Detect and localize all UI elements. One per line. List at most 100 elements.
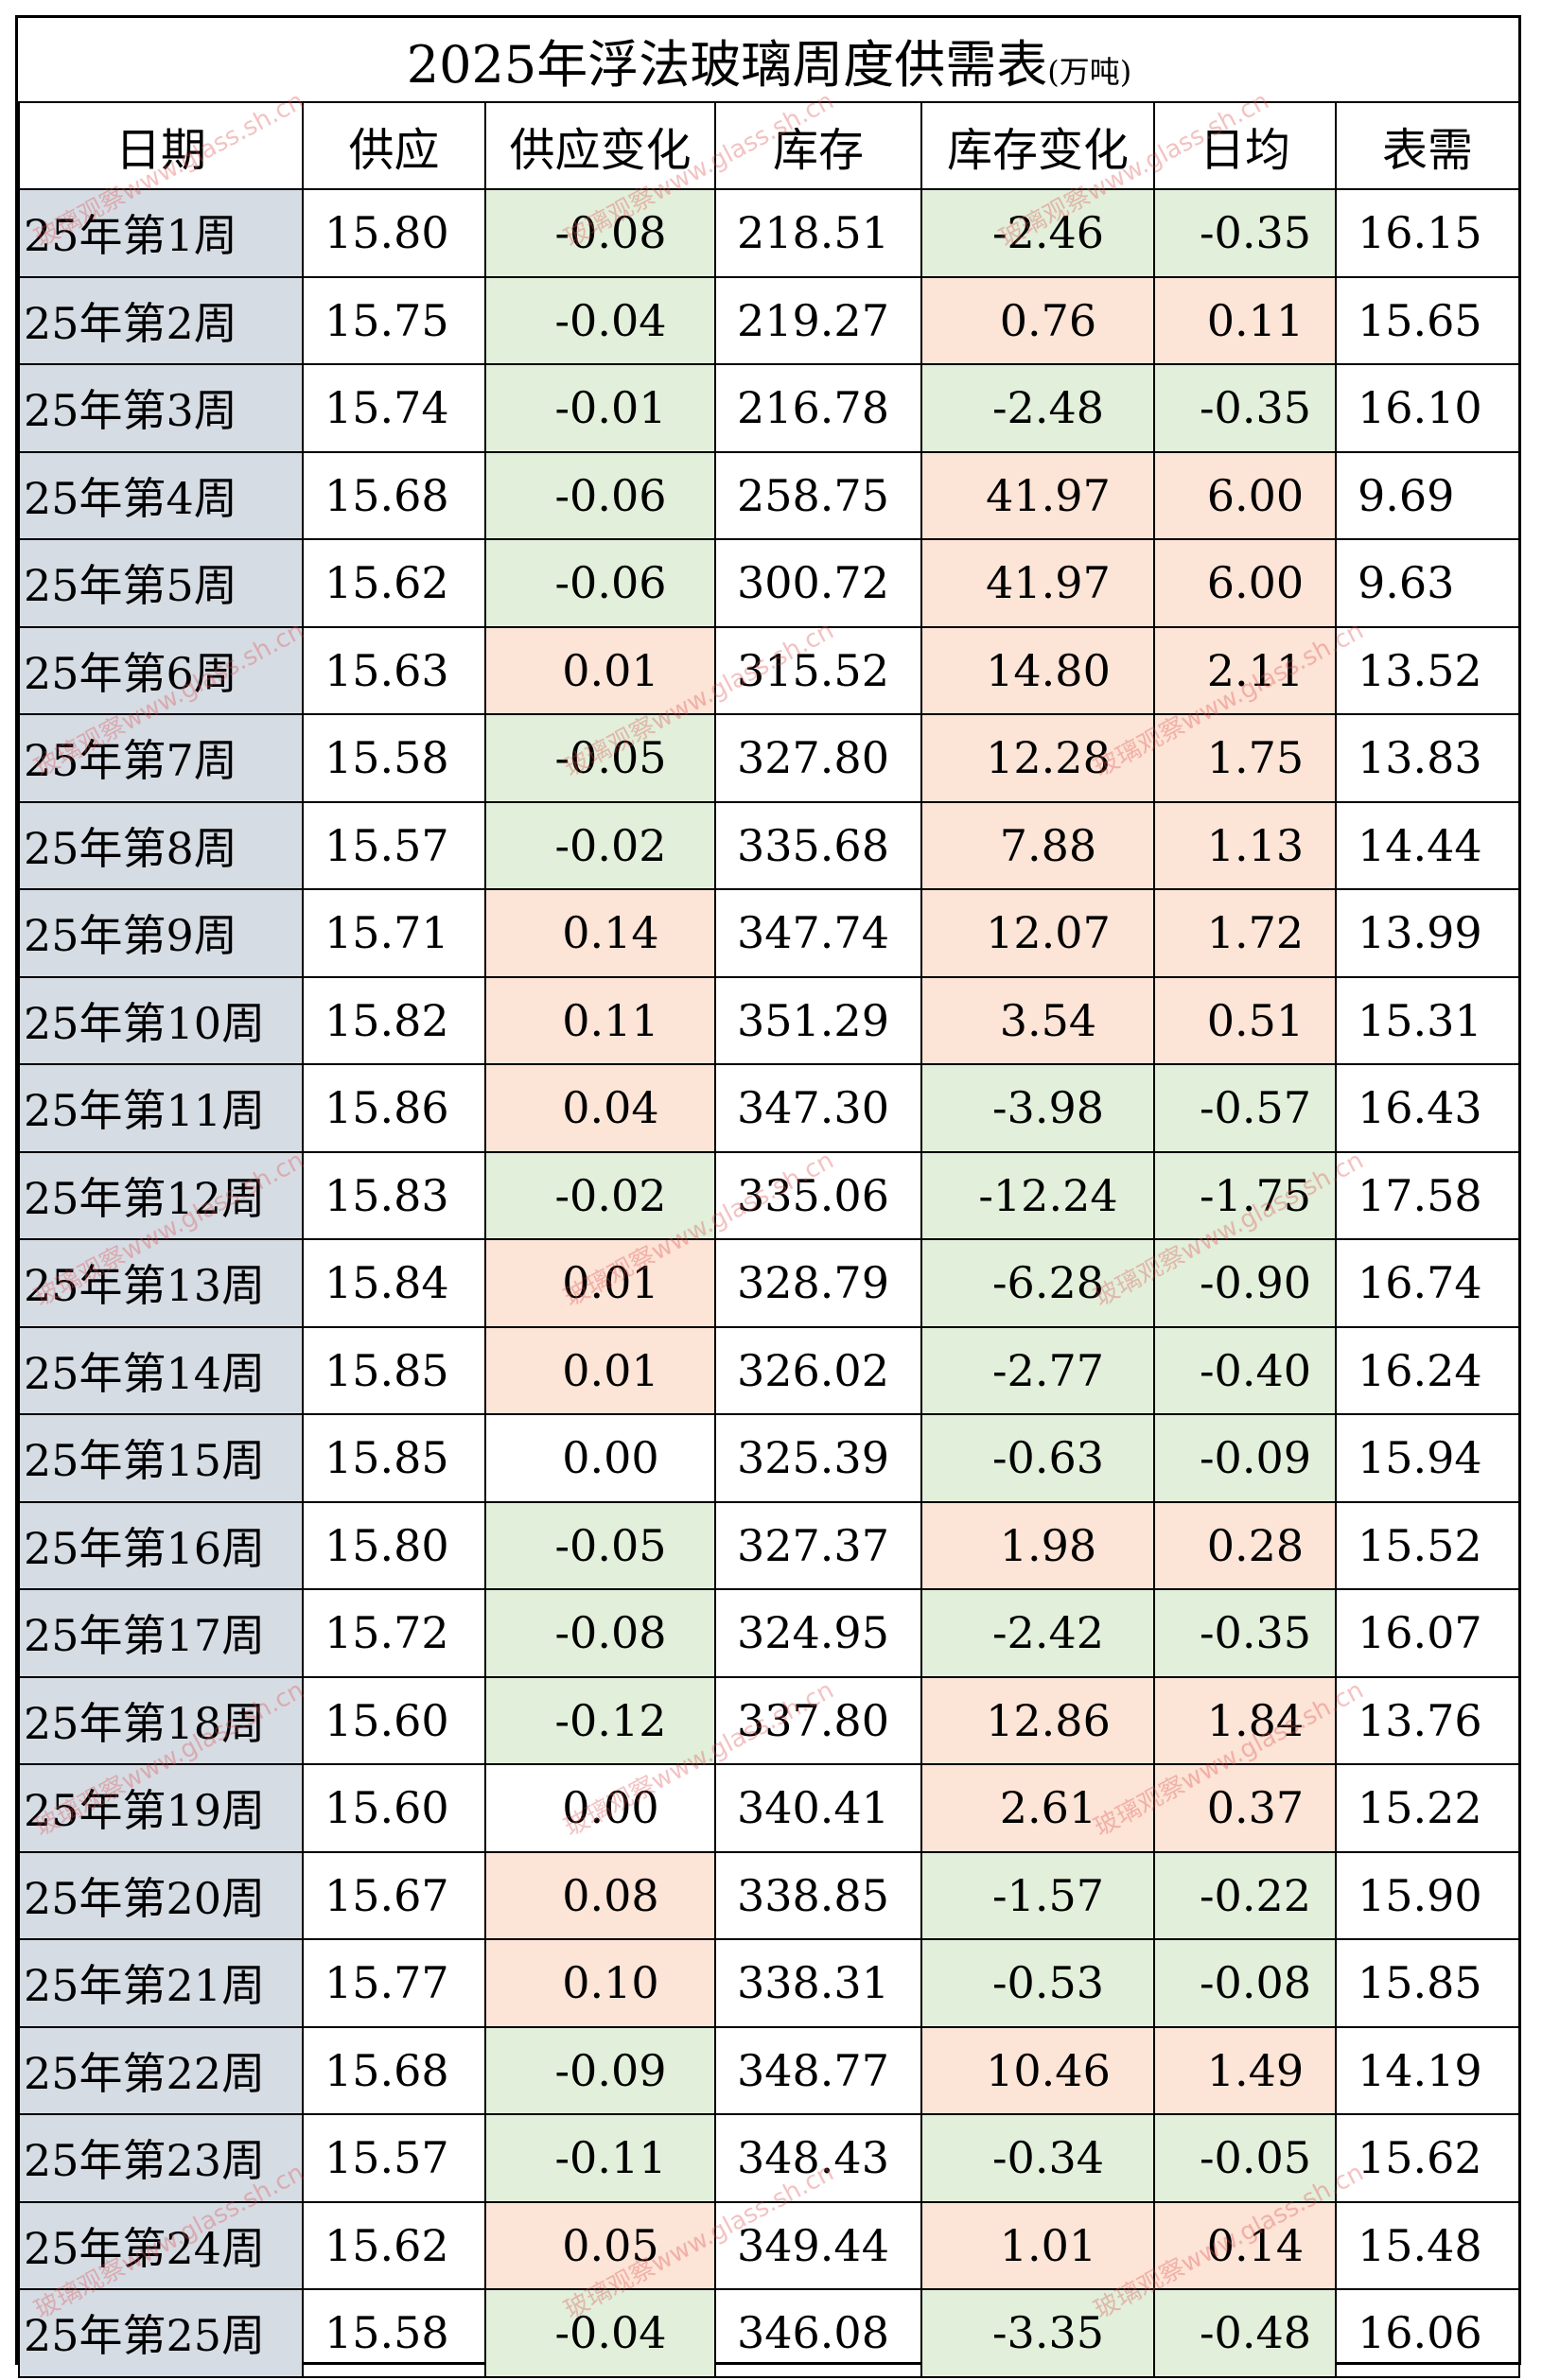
cell-week: 25年第2周 — [18, 275, 304, 365]
cell-supply-change: -0.04 — [484, 2288, 716, 2378]
cell-daily-avg: 1.84 — [1153, 1675, 1337, 1765]
cell-inventory-change: -1.57 — [920, 1850, 1155, 1940]
cell-daily-avg: 2.11 — [1153, 625, 1337, 715]
cell-daily-avg: 1.75 — [1153, 713, 1337, 803]
cell-week: 25年第10周 — [18, 975, 304, 1065]
cell-week: 25年第25周 — [18, 2288, 304, 2378]
cell-week: 25年第8周 — [18, 800, 304, 890]
table-row: 25年第20周 15.67 0.08 338.85 -1.57 -0.22 15.90 — [18, 1850, 1521, 1940]
cell-week: 25年第18周 — [18, 1675, 304, 1765]
cell-inventory-change: -6.28 — [920, 1238, 1155, 1328]
table-unit: (万吨) — [1047, 53, 1132, 90]
cell-inventory: 300.72 — [714, 538, 922, 628]
header-inventory: 库存 — [714, 101, 922, 190]
cell-supply-change: 0.00 — [484, 1763, 716, 1853]
cell-inventory-change: -0.63 — [920, 1413, 1155, 1503]
table-row: 25年第3周 15.74 -0.01 216.78 -2.48 -0.35 16.10 — [18, 363, 1521, 453]
cell-inventory: 340.41 — [714, 1763, 922, 1853]
cell-week: 25年第1周 — [18, 188, 304, 278]
table-title: 2025年浮法玻璃周度供需表 — [406, 34, 1048, 95]
cell-supply: 15.68 — [302, 450, 486, 540]
cell-week: 25年第6周 — [18, 625, 304, 715]
cell-supply: 15.82 — [302, 975, 486, 1065]
cell-inventory: 315.52 — [714, 625, 922, 715]
cell-supply-change: -0.06 — [484, 450, 716, 540]
table-row: 25年第16周 15.80 -0.05 327.37 1.98 0.28 15.52 — [18, 1500, 1521, 1590]
cell-supply: 15.77 — [302, 1938, 486, 2028]
cell-supply-change: -0.01 — [484, 363, 716, 453]
table-row: 25年第14周 15.85 0.01 326.02 -2.77 -0.40 16.24 — [18, 1325, 1521, 1415]
cell-inventory: 327.37 — [714, 1500, 922, 1590]
cell-daily-avg: 0.51 — [1153, 975, 1337, 1065]
cell-week: 25年第7周 — [18, 713, 304, 803]
cell-week: 25年第13周 — [18, 1238, 304, 1328]
cell-supply-change: -0.05 — [484, 713, 716, 803]
table-row: 25年第18周 15.60 -0.12 337.80 12.86 1.84 13.76 — [18, 1675, 1521, 1765]
cell-inventory: 347.30 — [714, 1063, 922, 1153]
table-row: 25年第2周 15.75 -0.04 219.27 0.76 0.11 15.65 — [18, 275, 1521, 365]
cell-inventory: 218.51 — [714, 188, 922, 278]
header-daily-avg: 日均 — [1153, 101, 1337, 190]
cell-inventory-change: 10.46 — [920, 2025, 1155, 2115]
table-title-cell: 2025年浮法玻璃周度供需表(万吨) — [19, 18, 1520, 103]
cell-inventory-change: 12.86 — [920, 1675, 1155, 1765]
cell-daily-avg: -1.75 — [1153, 1150, 1337, 1240]
cell-week: 25年第17周 — [18, 1588, 304, 1678]
cell-apparent-demand: 15.65 — [1334, 275, 1521, 365]
table-row: 25年第15周 15.85 0.00 325.39 -0.63 -0.09 15.94 — [18, 1413, 1521, 1503]
cell-apparent-demand: 14.19 — [1334, 2025, 1521, 2115]
cell-apparent-demand: 14.44 — [1334, 800, 1521, 890]
cell-supply-change: -0.02 — [484, 800, 716, 890]
cell-supply: 15.57 — [302, 2113, 486, 2203]
cell-inventory: 347.74 — [714, 888, 922, 978]
cell-apparent-demand: 15.85 — [1334, 1938, 1521, 2028]
cell-apparent-demand: 16.43 — [1334, 1063, 1521, 1153]
cell-supply: 15.85 — [302, 1413, 486, 1503]
cell-apparent-demand: 13.83 — [1334, 713, 1521, 803]
cell-apparent-demand: 17.58 — [1334, 1150, 1521, 1240]
header-row: 日期 供应 供应变化 库存 库存变化 日均 表需 — [18, 101, 1521, 190]
cell-inventory-change: 12.28 — [920, 713, 1155, 803]
cell-daily-avg: 1.13 — [1153, 800, 1337, 890]
cell-daily-avg: -0.35 — [1153, 188, 1337, 278]
cell-inventory-change: 1.01 — [920, 2200, 1155, 2290]
cell-week: 25年第5周 — [18, 538, 304, 628]
cell-week: 25年第14周 — [18, 1325, 304, 1415]
cell-daily-avg: -0.08 — [1153, 1938, 1337, 2028]
cell-daily-avg: -0.90 — [1153, 1238, 1337, 1328]
cell-daily-avg: 1.72 — [1153, 888, 1337, 978]
header-supply-change: 供应变化 — [484, 101, 716, 190]
cell-inventory: 346.08 — [714, 2288, 922, 2378]
cell-inventory-change: -0.34 — [920, 2113, 1155, 2203]
cell-daily-avg: -0.40 — [1153, 1325, 1337, 1415]
table-row: 25年第12周 15.83 -0.02 335.06 -12.24 -1.75 17.58 — [18, 1150, 1521, 1240]
cell-inventory: 338.85 — [714, 1850, 922, 1940]
cell-supply: 15.58 — [302, 713, 486, 803]
table-row: 25年第23周 15.57 -0.11 348.43 -0.34 -0.05 15.62 — [18, 2113, 1521, 2203]
cell-daily-avg: -0.35 — [1153, 363, 1337, 453]
cell-daily-avg: -0.22 — [1153, 1850, 1337, 1940]
cell-inventory-change: -2.77 — [920, 1325, 1155, 1415]
cell-week: 25年第19周 — [18, 1763, 304, 1853]
cell-inventory: 348.43 — [714, 2113, 922, 2203]
cell-inventory-change: -2.48 — [920, 363, 1155, 453]
cell-supply-change: 0.01 — [484, 1238, 716, 1328]
cell-supply-change: 0.14 — [484, 888, 716, 978]
table-row: 25年第5周 15.62 -0.06 300.72 41.97 6.00 9.63 — [18, 538, 1521, 628]
cell-supply: 15.86 — [302, 1063, 486, 1153]
cell-week: 25年第15周 — [18, 1413, 304, 1503]
table-body: 25年第1周 15.80 -0.08 218.51 -2.46 -0.35 16.15 25年… — [18, 188, 1521, 2378]
cell-daily-avg: 0.14 — [1153, 2200, 1337, 2290]
table-row: 25年第7周 15.58 -0.05 327.80 12.28 1.75 13.83 — [18, 713, 1521, 803]
cell-inventory: 326.02 — [714, 1325, 922, 1415]
cell-supply-change: -0.04 — [484, 275, 716, 365]
table-row: 25年第21周 15.77 0.10 338.31 -0.53 -0.08 15.85 — [18, 1938, 1521, 2028]
table-row: 25年第11周 15.86 0.04 347.30 -3.98 -0.57 16.43 — [18, 1063, 1521, 1153]
cell-apparent-demand: 16.15 — [1334, 188, 1521, 278]
cell-supply: 15.84 — [302, 1238, 486, 1328]
table-row: 25年第8周 15.57 -0.02 335.68 7.88 1.13 14.44 — [18, 800, 1521, 890]
cell-apparent-demand: 15.90 — [1334, 1850, 1521, 1940]
cell-apparent-demand: 16.10 — [1334, 363, 1521, 453]
cell-week: 25年第16周 — [18, 1500, 304, 1590]
title-row: 2025年浮法玻璃周度供需表(万吨) — [19, 18, 1520, 103]
